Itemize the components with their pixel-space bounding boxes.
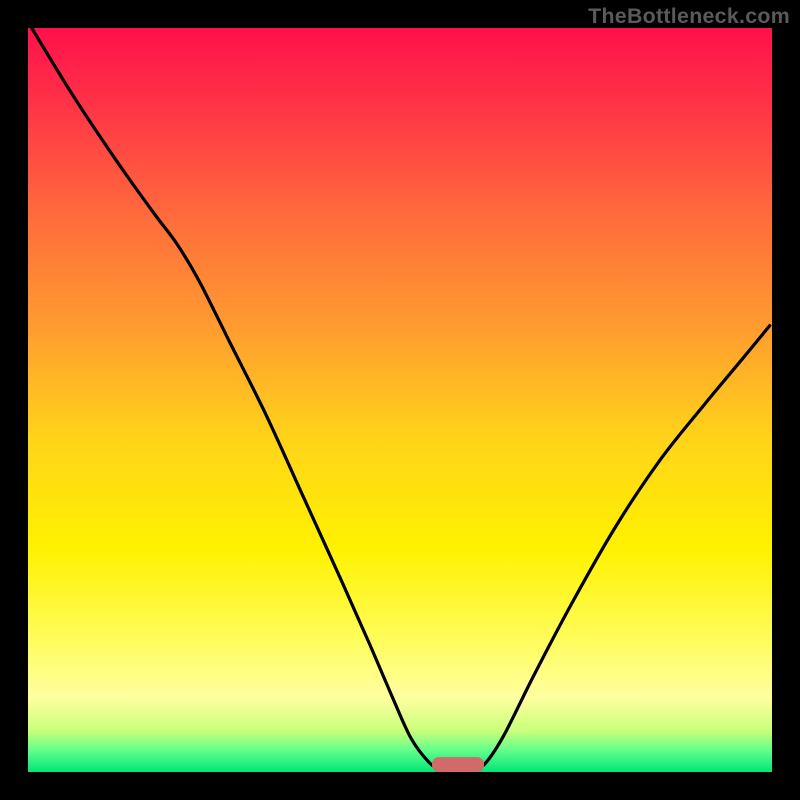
plot-background (28, 28, 772, 772)
chart-container: TheBottleneck.com (0, 0, 800, 800)
optimal-marker (432, 757, 484, 772)
watermark-text: TheBottleneck.com (588, 4, 790, 29)
bottleneck-chart (0, 0, 800, 800)
